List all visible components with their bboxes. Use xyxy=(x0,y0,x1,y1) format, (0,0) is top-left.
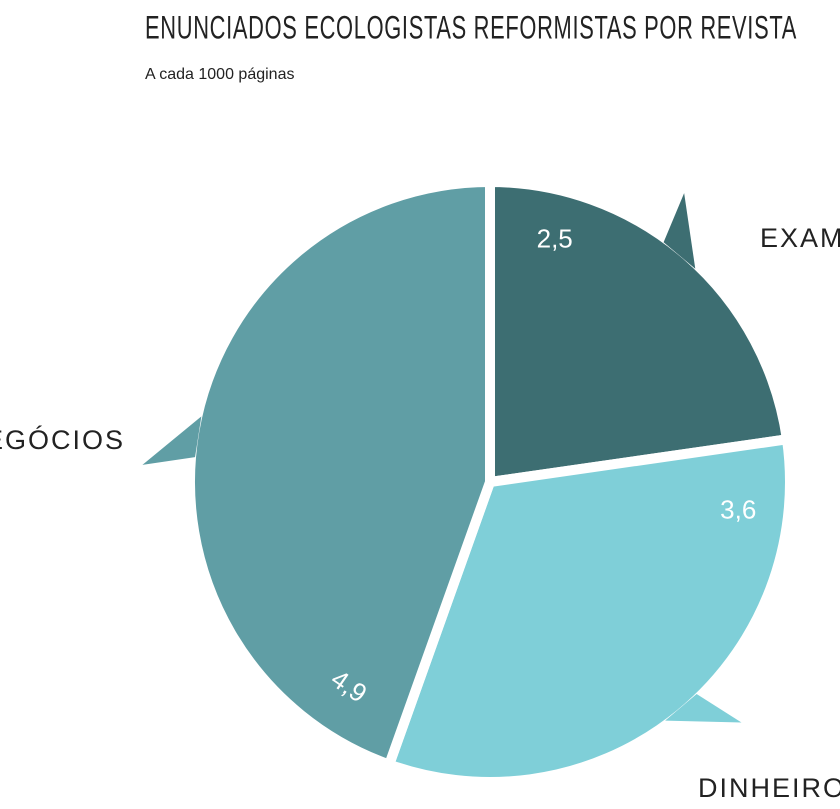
label-pointer xyxy=(142,416,202,465)
label-pointer xyxy=(665,693,742,723)
category-label: NEGÓCIOS xyxy=(0,424,125,455)
category-label: DINHEIRO xyxy=(698,773,840,803)
data-label: 3,6 xyxy=(720,495,756,525)
chart-title: ENUNCIADOS ECOLOGISTAS REFORMISTAS POR R… xyxy=(145,9,797,45)
pie-slice xyxy=(485,176,793,488)
category-label: EXAME xyxy=(760,223,840,253)
label-pointer xyxy=(663,193,696,269)
chart-subtitle: A cada 1000 páginas xyxy=(145,66,294,83)
data-label: 2,5 xyxy=(537,223,573,253)
